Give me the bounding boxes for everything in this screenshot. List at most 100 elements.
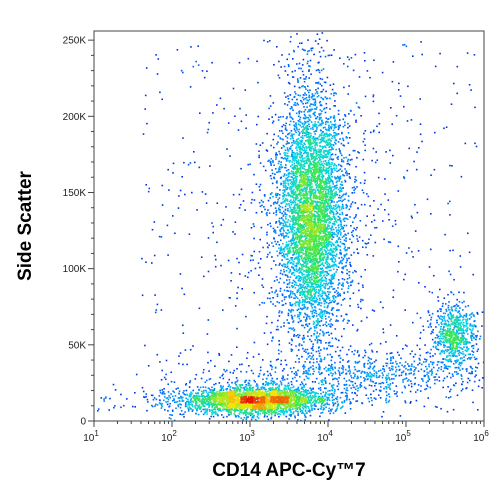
data-point <box>264 384 267 387</box>
data-point <box>335 210 338 212</box>
data-point <box>339 293 341 295</box>
data-point <box>291 227 294 229</box>
data-point <box>280 411 282 413</box>
data-point <box>288 322 290 324</box>
data-point <box>307 117 309 119</box>
data-point <box>313 391 315 394</box>
data-point <box>290 414 293 416</box>
data-point <box>346 396 348 398</box>
data-point <box>354 382 357 385</box>
data-point <box>371 351 374 353</box>
data-point <box>232 372 234 374</box>
data-point <box>318 159 320 162</box>
data-point <box>297 308 300 310</box>
data-point <box>321 276 323 279</box>
data-point <box>272 102 275 104</box>
data-point <box>464 314 466 317</box>
data-point <box>313 102 316 104</box>
data-point <box>331 355 333 358</box>
data-point <box>318 114 321 117</box>
data-point <box>459 343 462 346</box>
data-point <box>333 92 335 95</box>
data-point <box>192 389 194 392</box>
data-point <box>178 400 181 402</box>
data-point <box>469 325 471 327</box>
data-point <box>301 381 303 383</box>
data-point <box>461 383 463 386</box>
data-point <box>440 337 442 340</box>
data-point <box>348 257 350 260</box>
data-point <box>284 194 286 196</box>
data-point <box>346 249 348 251</box>
data-point <box>291 266 293 268</box>
data-point <box>172 172 174 174</box>
data-point <box>274 291 276 294</box>
data-point <box>344 391 347 394</box>
data-point <box>350 281 353 283</box>
data-point <box>301 155 303 158</box>
data-point <box>427 310 430 312</box>
data-point <box>289 40 292 43</box>
data-point <box>327 224 329 227</box>
data-point <box>341 195 343 198</box>
data-point <box>305 152 308 154</box>
data-point <box>332 314 334 316</box>
data-point <box>442 326 445 329</box>
data-point <box>328 222 330 224</box>
data-point <box>343 144 345 147</box>
data-point <box>389 241 392 244</box>
data-point <box>211 61 213 64</box>
data-point <box>298 389 300 392</box>
data-point <box>357 252 360 255</box>
data-point <box>321 78 324 81</box>
data-point <box>431 372 433 375</box>
data-point <box>282 252 285 255</box>
data-point <box>300 67 302 70</box>
data-point <box>292 224 295 226</box>
data-point <box>329 252 332 254</box>
data-point <box>348 173 350 175</box>
data-point <box>427 351 429 354</box>
data-point <box>370 376 373 378</box>
data-point <box>271 192 273 194</box>
data-point <box>292 228 294 230</box>
data-point <box>262 383 264 386</box>
data-point <box>334 134 337 137</box>
data-point <box>290 327 292 329</box>
data-point <box>408 379 410 381</box>
data-point <box>222 373 224 376</box>
data-point <box>320 342 322 344</box>
data-point <box>336 248 338 251</box>
data-point <box>103 398 105 400</box>
data-point <box>263 206 265 208</box>
data-point <box>298 278 300 280</box>
data-point <box>307 60 309 63</box>
data-point <box>327 256 329 259</box>
data-point <box>109 397 111 400</box>
data-point <box>245 384 247 386</box>
data-point <box>360 376 362 378</box>
data-point <box>236 292 238 294</box>
data-point <box>308 98 311 101</box>
data-point <box>375 388 377 391</box>
data-point <box>328 265 330 267</box>
data-point <box>449 214 451 216</box>
data-point <box>301 101 303 103</box>
data-point <box>317 43 320 45</box>
data-point <box>259 366 262 369</box>
data-point <box>363 366 366 368</box>
data-point <box>249 259 252 262</box>
data-point <box>316 341 319 344</box>
data-point <box>331 148 334 150</box>
data-point <box>323 279 325 282</box>
data-point <box>334 410 337 413</box>
data-point <box>283 65 286 68</box>
data-point <box>337 245 340 247</box>
data-point <box>168 406 170 408</box>
data-point <box>322 275 325 277</box>
data-point <box>320 281 322 284</box>
data-point <box>461 388 464 390</box>
data-point <box>311 311 314 313</box>
data-point <box>197 45 199 47</box>
data-point <box>332 243 334 245</box>
